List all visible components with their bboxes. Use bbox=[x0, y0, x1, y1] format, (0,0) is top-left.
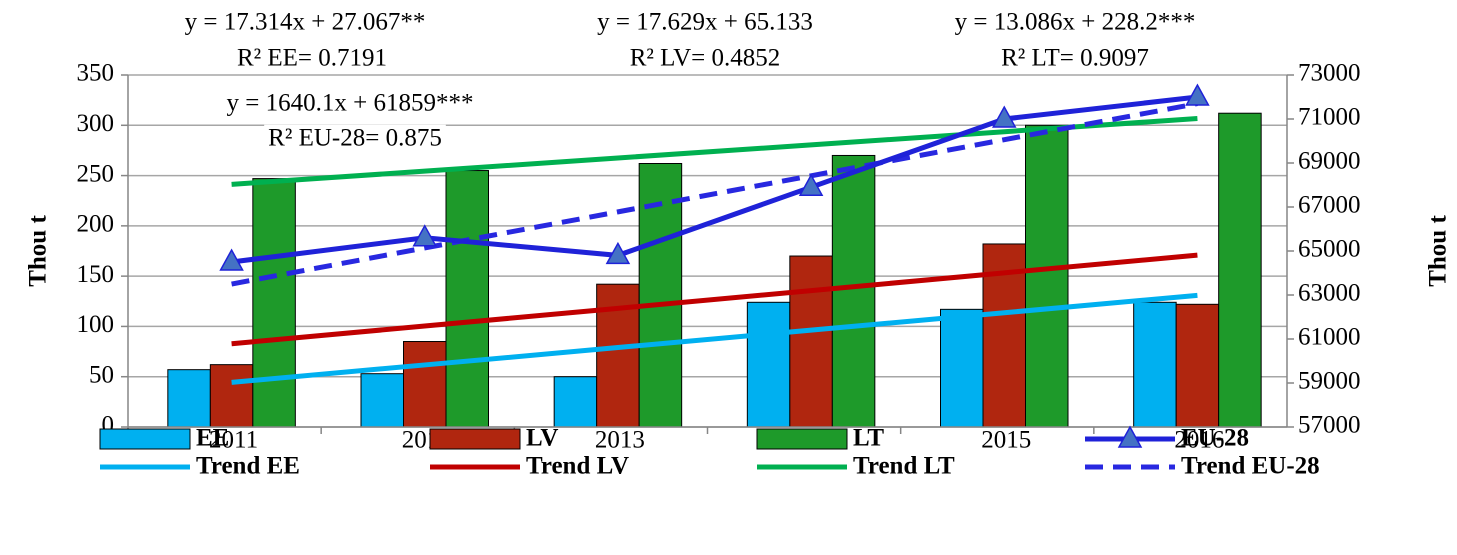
marker bbox=[1185, 83, 1210, 106]
y2-tick-label: 73000 bbox=[1298, 60, 1361, 87]
bar bbox=[553, 376, 598, 428]
line bbox=[231, 252, 1198, 347]
bar bbox=[746, 301, 791, 428]
y-axis-title: Thou t bbox=[25, 215, 52, 287]
marker bbox=[412, 224, 438, 247]
annotation-background bbox=[232, 44, 392, 72]
bar bbox=[445, 170, 489, 428]
annotation-background bbox=[950, 8, 1200, 36]
bar bbox=[167, 369, 211, 428]
y2-tick-label: 71000 bbox=[1298, 104, 1361, 131]
annotation: y = 1640.1x + 61859*** bbox=[227, 90, 474, 117]
legend-label: LV bbox=[526, 425, 558, 452]
line bbox=[231, 116, 1198, 187]
bar bbox=[1218, 112, 1262, 428]
y2-axis-title: Thou t bbox=[1425, 215, 1452, 287]
line bbox=[231, 94, 1198, 265]
bar bbox=[252, 178, 296, 428]
y2-tick-label: 63000 bbox=[1298, 280, 1361, 307]
bar bbox=[209, 364, 254, 428]
x-tick-label: 2013 bbox=[595, 427, 645, 454]
bar bbox=[1025, 124, 1069, 428]
bar bbox=[1133, 301, 1177, 428]
annotation-background bbox=[593, 8, 817, 36]
y2-tick-label: 69000 bbox=[1298, 148, 1361, 175]
bar bbox=[940, 308, 984, 428]
legend-label: Trend EU-28 bbox=[1181, 453, 1320, 480]
y-tick-label: 200 bbox=[77, 211, 115, 238]
annotation: R² LV= 0.4852 bbox=[630, 45, 781, 72]
y-tick-label: 350 bbox=[77, 60, 115, 87]
annotation: R² EE= 0.7191 bbox=[237, 45, 387, 72]
legend-label: Trend EE bbox=[196, 453, 300, 480]
y2-tick-label: 61000 bbox=[1298, 324, 1361, 351]
bar bbox=[360, 373, 404, 428]
annotation-background bbox=[222, 89, 478, 117]
bar bbox=[831, 154, 876, 428]
bar bbox=[789, 255, 833, 428]
trend-line bbox=[231, 101, 1198, 287]
marker bbox=[605, 241, 631, 265]
legend-label: LT bbox=[853, 425, 884, 452]
annotation-background bbox=[264, 124, 446, 152]
marker bbox=[798, 173, 824, 196]
legend-swatch bbox=[756, 428, 848, 450]
x-tick-label: 2015 bbox=[981, 427, 1031, 454]
bar bbox=[1175, 303, 1220, 428]
x-tick-label: 2016 bbox=[1174, 427, 1224, 454]
annotation: R² EU-28= 0.875 bbox=[268, 125, 442, 152]
marker bbox=[991, 105, 1017, 128]
x-tick-label: 2011 bbox=[209, 427, 258, 454]
y2-tick-label: 67000 bbox=[1298, 192, 1361, 219]
y-tick-label: 300 bbox=[77, 110, 115, 137]
y-tick-label: 100 bbox=[77, 311, 115, 338]
legend-swatch bbox=[99, 428, 191, 450]
annotation: y = 17.629x + 65.133 bbox=[597, 9, 813, 36]
line bbox=[231, 292, 1198, 385]
bar bbox=[403, 341, 447, 428]
annotation-background bbox=[997, 44, 1153, 72]
legend-swatch bbox=[429, 428, 521, 450]
annotation-background bbox=[625, 44, 785, 72]
legend-label: Trend LV bbox=[526, 453, 629, 480]
y2-tick-label: 59000 bbox=[1298, 368, 1361, 395]
legend-label: EU-28 bbox=[1181, 425, 1249, 452]
annotation: y = 13.086x + 228.2*** bbox=[955, 9, 1196, 36]
y-tick-label: 150 bbox=[77, 261, 115, 288]
annotation-background bbox=[180, 8, 430, 36]
legend-label: EE bbox=[196, 425, 229, 452]
annotation: y = 17.314x + 27.067** bbox=[185, 9, 426, 36]
marker bbox=[219, 248, 244, 271]
legend-label: Trend LT bbox=[853, 453, 955, 480]
annotation: R² LT= 0.9097 bbox=[1001, 45, 1149, 72]
y2-tick-label: 65000 bbox=[1298, 236, 1361, 263]
legend-marker bbox=[1117, 425, 1143, 448]
y-tick-label: 250 bbox=[77, 160, 115, 187]
y-tick-label: 50 bbox=[89, 361, 114, 388]
y2-tick-label: 57000 bbox=[1298, 412, 1361, 439]
